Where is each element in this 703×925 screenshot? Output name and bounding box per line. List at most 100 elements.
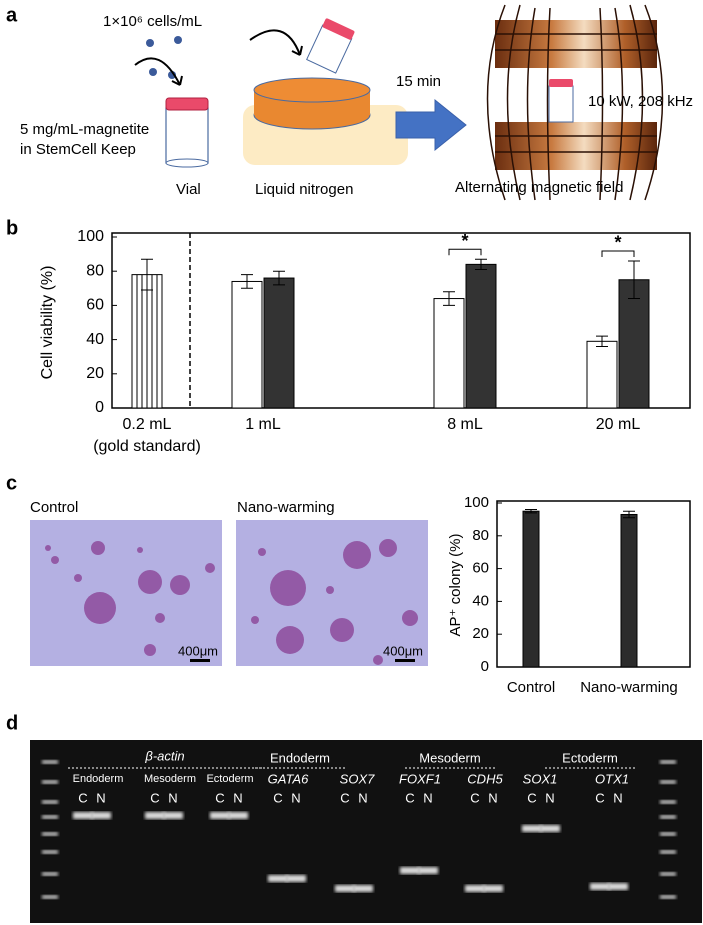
error-bar: [623, 510, 635, 519]
x-tick-label: 8 mL: [447, 416, 483, 433]
panel-c-images: Control Nano-warming 400μm 400μm: [30, 499, 428, 666]
gel-band: [210, 812, 230, 819]
ladder-band: [42, 872, 58, 876]
panel-label: a: [6, 4, 18, 26]
significance-bracket: [448, 248, 482, 256]
error-bar: [628, 260, 640, 300]
lane-label: N: [168, 790, 177, 805]
lane-label: C: [150, 790, 159, 805]
gel-band: [268, 875, 288, 882]
gel-band: [145, 812, 165, 819]
ladder-band: [660, 815, 676, 819]
vial-label: Vial: [176, 181, 201, 198]
lane-label: N: [96, 790, 105, 805]
gel-band: [286, 875, 306, 882]
y-tick-label: 0: [95, 399, 104, 416]
gel-band: [228, 812, 248, 819]
error-bar: [443, 291, 455, 306]
error-bar-line: [443, 291, 455, 306]
error-bar-line: [141, 258, 153, 291]
gel-band: [590, 883, 610, 890]
lane-label: C: [527, 790, 536, 805]
error-bar: [475, 258, 487, 270]
ladder-band: [660, 800, 676, 804]
gel-label: Ectoderm: [562, 750, 618, 765]
y-tick-label: 40: [86, 331, 104, 348]
error-bar-line: [596, 335, 608, 347]
scale-bar-label: 400μm: [178, 643, 218, 658]
ladder-band: [660, 850, 676, 854]
ladder-band: [42, 850, 58, 854]
error-bar: [141, 258, 153, 291]
gel-band: [483, 885, 503, 892]
ladder-band: [42, 815, 58, 819]
error-bar-line: [475, 258, 487, 270]
panel-a: 1×10⁶ cells/mL 5 mg/mL-magnetite in Stem…: [20, 4, 693, 201]
lane-label: N: [545, 790, 554, 805]
gel: β-actin Endoderm Mesoderm Ectoderm Endoderm M…: [30, 740, 702, 923]
ladder-band: [660, 872, 676, 876]
lane-label: C: [273, 790, 282, 805]
lane-label: N: [291, 790, 300, 805]
lane-label: N: [233, 790, 242, 805]
gel-band: [400, 867, 420, 874]
lane-label: C: [78, 790, 87, 805]
lane-label: C: [595, 790, 604, 805]
scale-bar-label: 400μm: [383, 643, 423, 658]
gel-band: [465, 885, 485, 892]
lane-label: C: [215, 790, 224, 805]
bar: [586, 340, 618, 409]
bar: [131, 274, 163, 409]
y-tick-label: 60: [472, 560, 489, 577]
gel-label: Ectoderm: [206, 773, 253, 785]
ladder-band: [42, 760, 58, 764]
ln2-label: Liquid nitrogen: [255, 181, 353, 198]
y-axis-label: AP⁺ colony (%): [447, 534, 464, 637]
error-bar: [241, 274, 253, 289]
gel-label: Endoderm: [270, 750, 330, 765]
image-label: Nano-warming: [237, 499, 335, 516]
lane-label: N: [423, 790, 432, 805]
error-bar: [596, 335, 608, 347]
panel-label: b: [6, 217, 18, 239]
gel-band: [522, 825, 542, 832]
bar: [620, 513, 638, 668]
significance-mark: *: [461, 231, 468, 251]
lane-label: C: [470, 790, 479, 805]
bar: [465, 263, 497, 409]
gel-band: [540, 825, 560, 832]
bar: [522, 510, 540, 668]
bar: [433, 298, 465, 409]
gel-label: Mesoderm: [144, 773, 196, 785]
gel-label: β-actin: [144, 748, 184, 763]
gel-band: [335, 885, 355, 892]
error-bar-line: [525, 509, 537, 514]
gel-band: [608, 883, 628, 890]
significance-bracket: [601, 250, 635, 257]
y-tick-label: 80: [472, 527, 489, 544]
magnetite-text: 5 mg/mL-magnetite: [20, 121, 149, 138]
gel-background: [30, 740, 702, 923]
lane-label: N: [358, 790, 367, 805]
ladder-band: [42, 780, 58, 784]
panel-label: d: [6, 712, 18, 734]
error-bar: [273, 270, 285, 286]
gel-band: [91, 812, 111, 819]
y-axis-label: Cell viability (%): [39, 266, 56, 380]
field-label: Alternating magnetic field: [455, 179, 623, 196]
x-tick-label: 20 mL: [596, 416, 641, 433]
lane-label: C: [340, 790, 349, 805]
micrograph: [30, 520, 222, 666]
lane-label: C: [405, 790, 414, 805]
ladder-band: [660, 832, 676, 836]
image-label: Control: [30, 499, 78, 516]
gel-band: [163, 812, 183, 819]
error-bar-line: [623, 510, 635, 519]
ladder-band: [42, 800, 58, 804]
error-bar-line: [273, 270, 285, 286]
error-bar: [525, 509, 537, 514]
y-tick-label: 20: [86, 365, 104, 382]
plot-frame: [496, 500, 691, 668]
bar: [231, 280, 263, 409]
